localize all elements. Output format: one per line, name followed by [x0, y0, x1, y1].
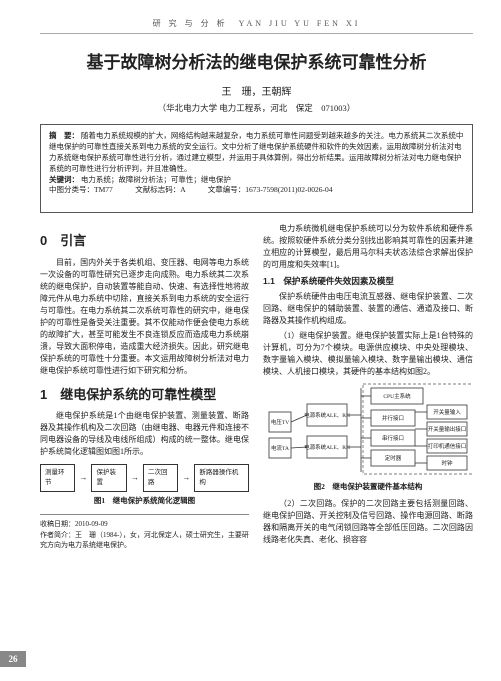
keywords-label: 关键词：: [49, 175, 79, 184]
fig1-box-1: 测量环节: [40, 464, 75, 492]
footer-block: 收稿日期：2010-09-09 作者简介：王 珊（1984-），女，河北保定人，…: [40, 514, 249, 551]
affiliation: （华北电力大学 电力工程系，河北 保定 071003）: [40, 102, 473, 114]
svg-text:电流TA: 电流TA: [271, 444, 289, 452]
section-1-heading: 1 继电保护系统的可靠性模型: [40, 385, 249, 405]
figure-1: 测量环节 → 保护装置 → 二次回路 → 断路器操作机构: [40, 464, 249, 492]
author-bio: 作者简介：王 珊（1984-），女，河北保定人，硕士研究生，主要研究方向为电力系…: [40, 530, 249, 551]
s11-para-a: 保护系统硬件由电压电流互感器、继电保护装置、二次回路、继电保护的辅助装置、装置的…: [263, 291, 473, 327]
svg-text:并行接口: 并行接口: [382, 414, 404, 422]
arrow-icon: →: [79, 472, 87, 484]
keywords-text: 电力系统；故障树分析法；可靠性；继电保护: [81, 175, 231, 184]
svg-text:时钟: 时钟: [441, 459, 453, 467]
figure-2-caption: 图2 继电保护装置硬件基本结构: [263, 481, 473, 492]
classification-line: 中图分类号：TM77 文献标志码：A 文章编号：1673-7598(2011)0…: [49, 185, 464, 196]
abstract-text: 随着电力系统规模的扩大，网络结构越来越复杂，电力系统可靠性问题受到越来越多的关注…: [49, 131, 463, 173]
svg-text:电源系统ALE、RH: 电源系统ALE、RH: [304, 443, 350, 451]
fig1-box-4: 断路器操作机构: [194, 464, 249, 492]
svg-text:定时器: 定时器: [385, 454, 402, 462]
fig1-box-2: 保护装置: [91, 464, 126, 492]
running-header: 研 究 与 分 析 YAN JIU YU FEN XI: [40, 18, 473, 34]
abstract-box: 摘 要： 随着电力系统规模的扩大，网络结构越来越复杂，电力系统可靠性问题受到越来…: [40, 124, 473, 213]
authors: 王 珊，王朝辉: [40, 83, 473, 98]
svg-text:串行接口: 串行接口: [382, 434, 404, 442]
s1-para: 继电保护系统是1个由继电保护装置、测量装置、断路器及其操作机构及二次回路（由继电…: [40, 410, 249, 458]
right-top-para: 电力系统微机继电保护系统可以分为软件系统和硬件系统。按照软硬件系统分类分别找出影…: [263, 223, 473, 271]
right-column: 电力系统微机继电保护系统可以分为软件系统和硬件系统。按照软硬件系统分类分别找出影…: [263, 223, 473, 550]
fig1-box-3: 二次回路: [143, 464, 178, 492]
svg-text:开关量输入: 开关量输入: [433, 408, 461, 416]
left-column: 0 引言 目前，国内外关于各类机组、变压器、电网等电力系统一次设备的可靠性研究已…: [40, 223, 249, 550]
section-1-1-heading: 1.1 保护系统硬件失效因素及模型: [263, 275, 473, 288]
paper-title: 基于故障树分析法的继电保护系统可靠性分析: [40, 48, 473, 73]
page-number: 26: [0, 651, 26, 667]
figure-1-caption: 图1 继电保护系统简化逻辑图: [40, 495, 249, 506]
figure-2: 电压TV 电流TA 电源系统ALE、RH 电源系统ALE、RH CPU主系统并行接口串行…: [263, 382, 473, 478]
section-0-heading: 0 引言: [40, 231, 249, 251]
svg-text:电源系统ALE、RH: 电源系统ALE、RH: [304, 411, 350, 419]
s11-para-b: （1）继电保护装置。继电保护装置实际上是1台特殊的计算机，可分为7个模块。电源供…: [263, 330, 473, 378]
svg-text:电压TV: 电压TV: [271, 418, 289, 426]
intro-para: 目前，国内外关于各类机组、变压器、电网等电力系统一次设备的可靠性研究已逐步走向成…: [40, 257, 249, 377]
arrow-icon: →: [182, 472, 190, 484]
s11-para-c: （2）二次回路。保护的二次回路主要包括测量回路、继电保护回路、开关控制及信号回路…: [263, 498, 473, 546]
abstract-label: 摘 要：: [49, 131, 79, 140]
arrow-icon: →: [131, 472, 139, 484]
svg-text:打印机通信接口: 打印机通信接口: [428, 442, 467, 450]
received-date: 收稿日期：2010-09-09: [40, 519, 249, 530]
svg-text:开关量输出接口: 开关量输出接口: [428, 425, 467, 433]
svg-text:CPU主系统: CPU主系统: [383, 392, 411, 400]
